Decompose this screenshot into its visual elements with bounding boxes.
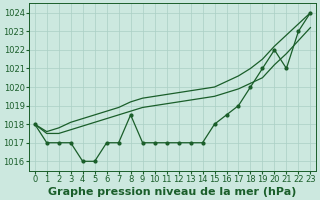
X-axis label: Graphe pression niveau de la mer (hPa): Graphe pression niveau de la mer (hPa) [48,187,297,197]
